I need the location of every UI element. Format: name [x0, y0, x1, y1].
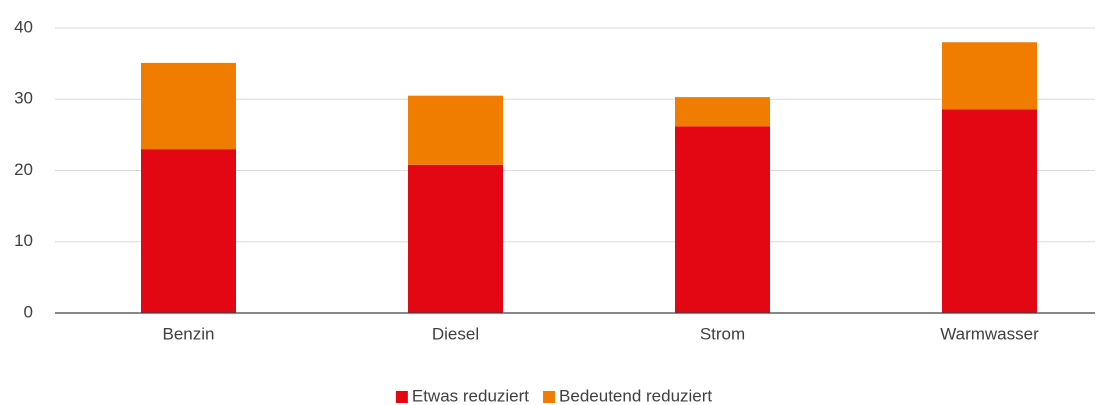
legend-label: Etwas reduziert: [412, 386, 529, 405]
bar: [408, 95, 503, 165]
x-tick-label: Benzin: [163, 324, 215, 343]
x-tick-label: Warmwasser: [940, 324, 1039, 343]
y-tick-label: 40: [14, 17, 33, 36]
bar: [675, 97, 770, 127]
bar: [942, 109, 1037, 313]
legend-swatch: [395, 391, 408, 403]
bar: [141, 62, 236, 150]
y-tick-label: 10: [14, 231, 33, 250]
x-tick-label: Strom: [700, 324, 745, 343]
y-tick-label: 20: [14, 160, 33, 179]
bar: [675, 126, 770, 313]
legend-swatch: [543, 391, 556, 403]
y-tick-label: 30: [14, 89, 33, 108]
y-tick-label: 0: [24, 302, 33, 321]
bar: [942, 42, 1037, 110]
legend-label: Bedeutend reduziert: [559, 386, 712, 405]
bar: [141, 149, 236, 313]
bar: [408, 164, 503, 313]
x-tick-label: Diesel: [432, 324, 479, 343]
